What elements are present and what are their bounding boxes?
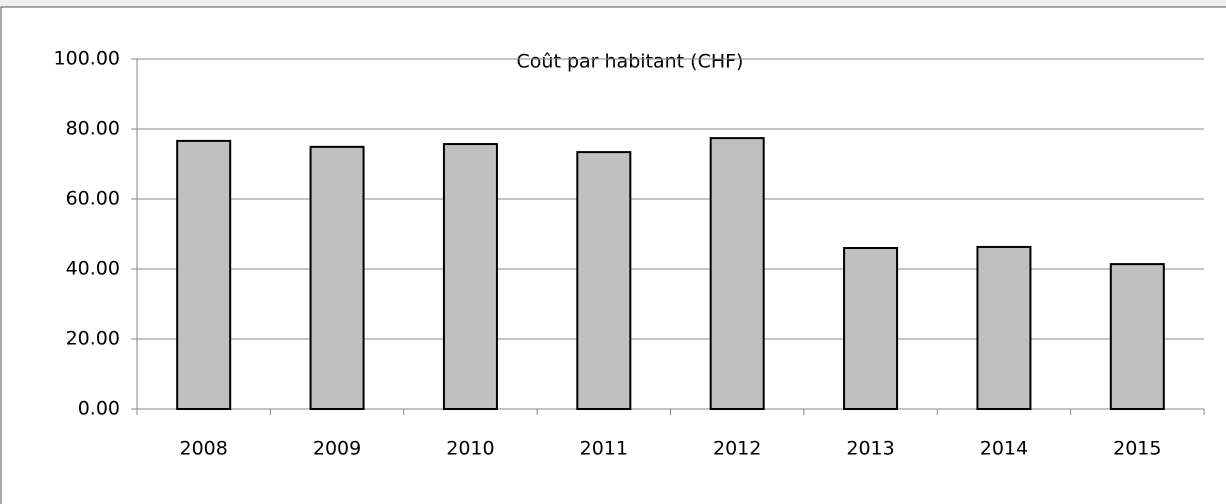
bar	[576, 151, 632, 410]
x-tick-label: 2014	[980, 438, 1028, 460]
x-tick-label: 2012	[713, 438, 761, 460]
x-tick-label: 2010	[446, 438, 494, 460]
bar	[1109, 263, 1165, 410]
x-tick-label: 2013	[846, 438, 894, 460]
y-tick-label: 0.00	[78, 398, 120, 420]
bar	[976, 245, 1032, 410]
bar	[176, 139, 232, 410]
x-tick-label: 2008	[180, 438, 228, 460]
bar	[709, 137, 765, 410]
bar	[309, 145, 365, 410]
x-tick-label: 2015	[1113, 438, 1161, 460]
top-strip	[0, 0, 1226, 8]
x-tick-label: 2011	[580, 438, 628, 460]
bar	[843, 247, 899, 410]
y-tick-label: 80.00	[66, 118, 120, 140]
y-tick-label: 60.00	[66, 188, 120, 210]
bar	[442, 143, 498, 411]
y-tick-label: 20.00	[66, 328, 120, 350]
y-tick-label: 100.00	[54, 48, 120, 70]
chart-title: Coût par habitant (CHF)	[517, 51, 744, 73]
x-tick-label: 2009	[313, 438, 361, 460]
y-tick-label: 40.00	[66, 258, 120, 280]
